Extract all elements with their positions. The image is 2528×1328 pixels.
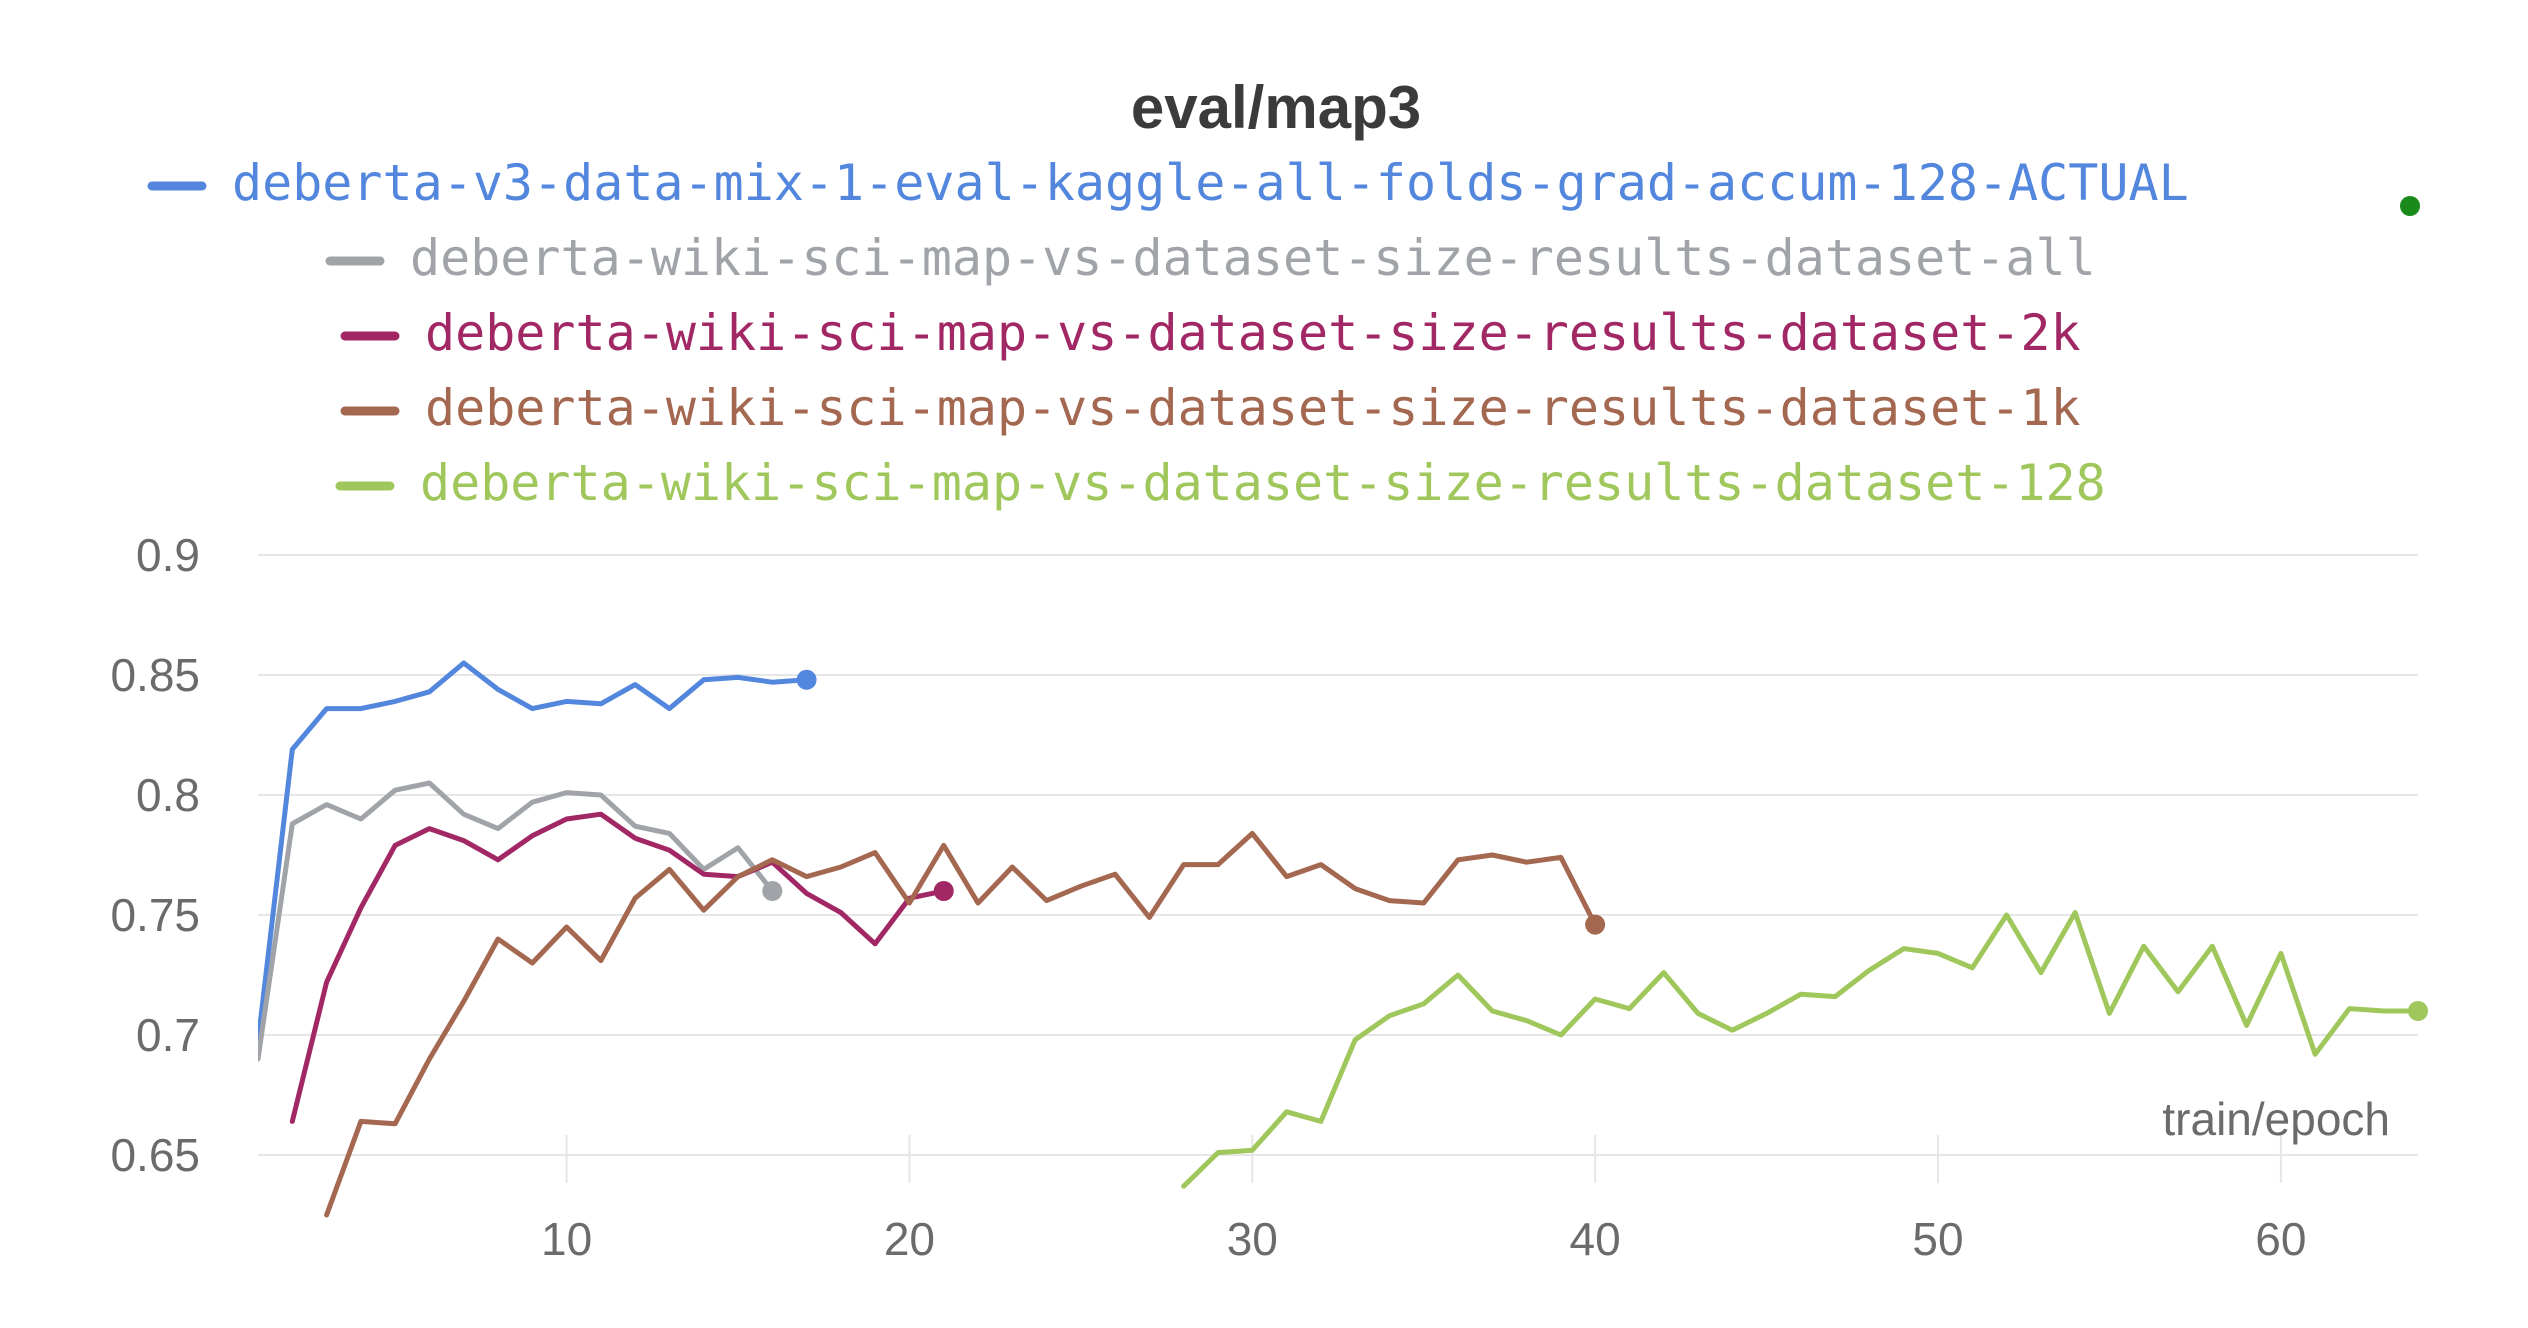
chart-title: eval/map3 (1131, 74, 1421, 141)
y-tick-label: 0.8 (136, 769, 200, 821)
x-tick-label: 40 (1570, 1213, 1621, 1265)
series-line (258, 780, 775, 1062)
series-line (324, 830, 1598, 1218)
legend-entry: deberta-wiki-sci-map-vs-dataset-size-res… (410, 229, 2096, 287)
x-axis-label: train/epoch (2162, 1093, 2390, 1145)
x-axis-ticks: 10 20 30 40 50 60 (541, 1135, 2306, 1265)
legend: deberta-v3-data-mix-1-eval-kaggle-all-fo… (147, 154, 2420, 512)
series-end-dots (762, 669, 2428, 1021)
y-tick-label: 0.75 (110, 889, 200, 941)
x-tick-label: 10 (541, 1213, 592, 1265)
y-tick-label: 0.85 (110, 649, 200, 701)
x-tick-label: 20 (884, 1213, 935, 1265)
series-line (1181, 910, 2418, 1189)
series-lines (258, 660, 2418, 1218)
series-line (289, 811, 947, 1124)
x-tick-label: 30 (1227, 1213, 1278, 1265)
y-tick-label: 0.9 (136, 529, 200, 581)
series-end-point (796, 669, 817, 690)
legend-entry: deberta-wiki-sci-map-vs-dataset-size-res… (420, 454, 2106, 512)
y-axis-ticks: 0.65 0.7 0.75 0.8 0.85 0.9 (110, 529, 200, 1181)
x-tick-label: 50 (1912, 1213, 1963, 1265)
series-end-point (2408, 1001, 2428, 1021)
y-tick-label: 0.65 (110, 1129, 200, 1181)
legend-entry: deberta-v3-data-mix-1-eval-kaggle-all-fo… (232, 154, 2189, 212)
series-end-point (933, 881, 954, 901)
gridlines (258, 554, 2418, 1156)
x-tick-label: 60 (2255, 1213, 2306, 1265)
legend-entry: deberta-wiki-sci-map-vs-dataset-size-res… (425, 379, 2081, 437)
y-tick-label: 0.7 (136, 1009, 200, 1061)
legend-status-dot (2400, 196, 2420, 216)
series-end-point (762, 881, 783, 901)
series-line (258, 660, 810, 1045)
series-end-point (1585, 914, 1606, 935)
legend-entry: deberta-wiki-sci-map-vs-dataset-size-res… (425, 304, 2081, 362)
